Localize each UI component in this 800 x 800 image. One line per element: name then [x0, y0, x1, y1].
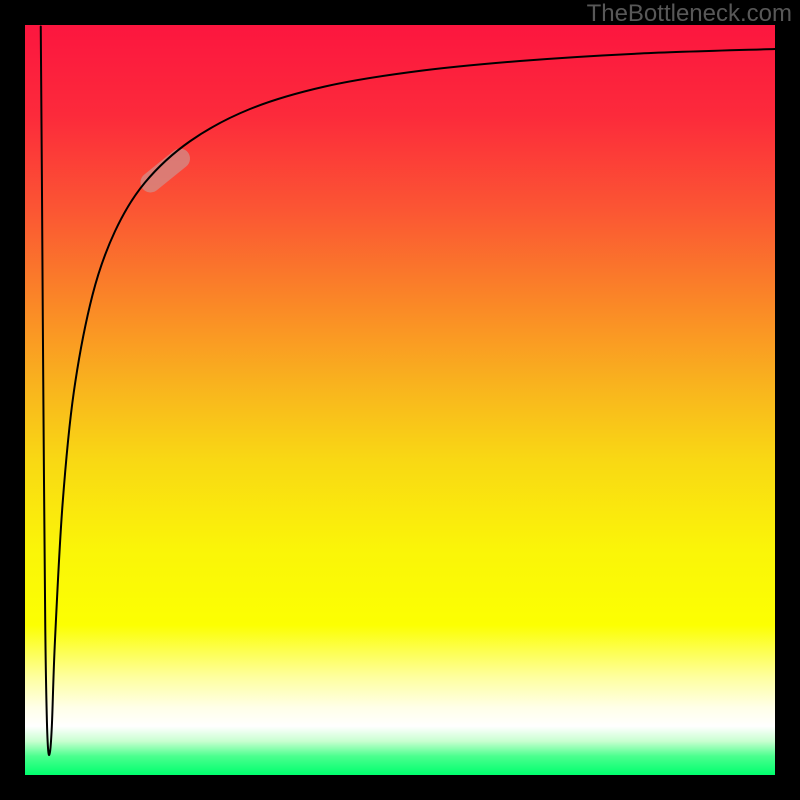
plot-background	[25, 25, 775, 775]
chart-stage: TheBottleneck.com	[0, 0, 800, 800]
chart-svg	[0, 0, 800, 800]
attribution-label: TheBottleneck.com	[587, 2, 792, 26]
